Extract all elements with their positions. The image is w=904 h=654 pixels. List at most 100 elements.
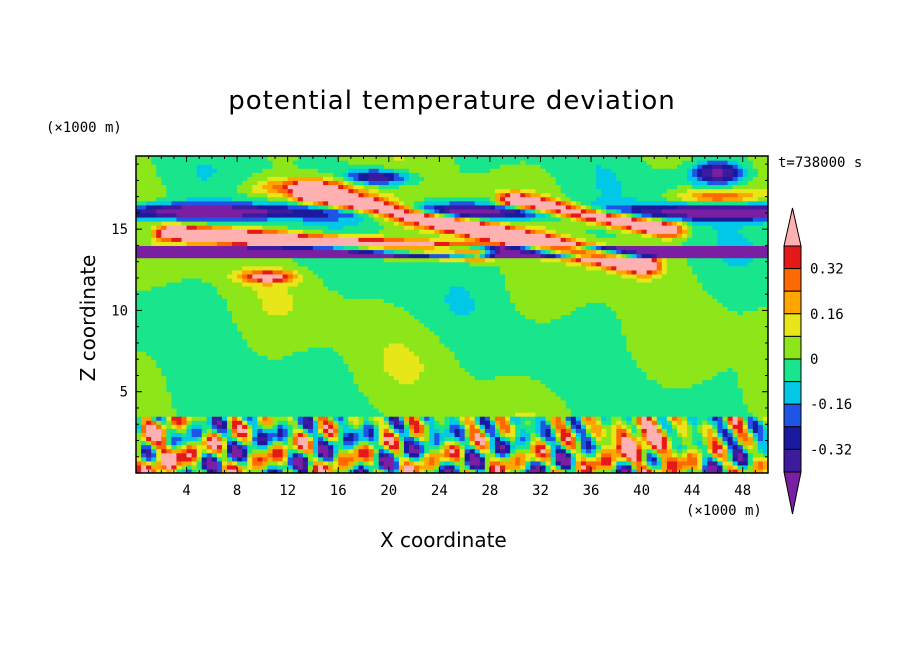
heatmap-cell bbox=[373, 338, 380, 344]
heatmap-cell bbox=[444, 444, 451, 450]
heatmap-cell bbox=[343, 318, 349, 324]
heatmap-cell bbox=[196, 334, 203, 340]
heatmap-cell bbox=[525, 440, 531, 446]
heatmap-cell bbox=[277, 452, 284, 458]
heatmap-cell bbox=[282, 460, 289, 466]
heatmap-cell bbox=[312, 310, 319, 316]
heatmap-cell bbox=[596, 420, 602, 425]
heatmap-cell bbox=[439, 314, 446, 320]
heatmap-cell bbox=[312, 412, 319, 417]
heatmap-cell bbox=[247, 395, 253, 401]
heatmap-cell bbox=[682, 334, 688, 340]
heatmap-cell bbox=[156, 452, 162, 458]
heatmap-cell bbox=[489, 468, 496, 473]
heatmap-cell bbox=[641, 379, 648, 385]
heatmap-cell bbox=[262, 428, 269, 433]
heatmap-cell bbox=[247, 403, 253, 409]
heatmap-cell bbox=[388, 412, 395, 417]
heatmap-cell bbox=[368, 395, 375, 401]
heatmap-cell bbox=[393, 375, 400, 381]
heatmap-cell bbox=[687, 412, 693, 417]
heatmap-cell bbox=[469, 464, 476, 470]
heatmap-cell bbox=[555, 416, 562, 421]
heatmap-cell bbox=[550, 436, 557, 442]
heatmap-cell bbox=[307, 460, 314, 466]
heatmap-cell bbox=[161, 355, 167, 360]
heatmap-cell bbox=[732, 330, 739, 336]
heatmap-cell bbox=[454, 371, 461, 377]
heatmap-cell bbox=[307, 456, 314, 462]
heatmap-cell bbox=[257, 428, 263, 433]
heatmap-cell bbox=[156, 387, 162, 393]
heatmap-cell bbox=[540, 351, 547, 356]
heatmap-cell bbox=[181, 347, 188, 352]
heatmap-cell bbox=[287, 375, 294, 381]
heatmap-cell bbox=[424, 432, 430, 438]
heatmap-cell bbox=[651, 407, 658, 413]
heatmap-cell bbox=[373, 318, 380, 324]
heatmap-cell bbox=[409, 395, 415, 401]
heatmap-cell bbox=[621, 444, 628, 450]
heatmap-cell bbox=[363, 310, 370, 316]
heatmap-cell bbox=[651, 367, 658, 372]
heatmap-cell bbox=[191, 347, 198, 352]
heatmap-cell bbox=[307, 412, 314, 417]
heatmap-cell bbox=[424, 347, 430, 352]
heatmap-cell bbox=[383, 310, 390, 316]
heatmap-cell bbox=[707, 407, 713, 413]
heatmap-cell bbox=[242, 379, 248, 385]
heatmap-cell bbox=[515, 432, 521, 438]
heatmap-cell bbox=[742, 347, 749, 352]
heatmap-cell bbox=[626, 399, 633, 405]
heatmap-cell bbox=[525, 424, 531, 429]
heatmap-cell bbox=[656, 318, 663, 324]
heatmap-cell bbox=[343, 468, 349, 473]
heatmap-cell bbox=[282, 367, 289, 372]
heatmap-cell bbox=[439, 428, 446, 433]
heatmap-cell bbox=[585, 403, 592, 409]
heatmap-cell bbox=[196, 399, 203, 405]
heatmap-cell bbox=[656, 420, 663, 425]
heatmap-cell bbox=[500, 371, 506, 377]
heatmap-cell bbox=[201, 314, 208, 320]
heatmap-cell bbox=[631, 359, 638, 364]
heatmap-cell bbox=[257, 395, 263, 401]
heatmap-cell bbox=[727, 424, 734, 429]
heatmap-cell bbox=[257, 330, 263, 336]
heatmap-cell bbox=[252, 391, 258, 397]
heatmap-cell bbox=[232, 395, 238, 401]
heatmap-cell bbox=[520, 436, 526, 442]
heatmap-cell bbox=[252, 338, 258, 344]
heatmap-cell bbox=[227, 387, 233, 393]
heatmap-cell bbox=[171, 407, 178, 413]
heatmap-cell bbox=[596, 318, 602, 324]
heatmap-cell bbox=[403, 359, 410, 364]
heatmap-cell bbox=[580, 371, 587, 377]
heatmap-cell bbox=[353, 403, 360, 409]
heatmap-cell bbox=[378, 363, 385, 368]
heatmap-cell bbox=[596, 367, 602, 372]
heatmap-cell bbox=[580, 314, 587, 320]
heatmap-cell bbox=[540, 412, 547, 417]
heatmap-cell bbox=[211, 355, 218, 360]
heatmap-cell bbox=[505, 330, 511, 336]
heatmap-cell bbox=[560, 314, 567, 320]
heatmap-cell bbox=[757, 379, 764, 385]
heatmap-cell bbox=[186, 318, 193, 324]
heatmap-cell bbox=[383, 334, 390, 340]
heatmap-cell bbox=[166, 448, 172, 454]
heatmap-cell bbox=[171, 428, 178, 433]
heatmap-cell bbox=[242, 395, 248, 401]
heatmap-cell bbox=[560, 407, 567, 413]
heatmap-cell bbox=[141, 379, 147, 385]
heatmap-cell bbox=[358, 399, 365, 405]
heatmap-cell bbox=[257, 375, 263, 381]
heatmap-cell bbox=[646, 468, 653, 473]
heatmap-cell bbox=[545, 314, 552, 320]
heatmap-cell bbox=[277, 456, 284, 462]
heatmap-cell bbox=[494, 387, 501, 393]
heatmap-cell bbox=[272, 416, 279, 421]
heatmap-cell bbox=[262, 359, 269, 364]
heatmap-cell bbox=[414, 375, 420, 381]
heatmap-cell bbox=[717, 448, 724, 454]
